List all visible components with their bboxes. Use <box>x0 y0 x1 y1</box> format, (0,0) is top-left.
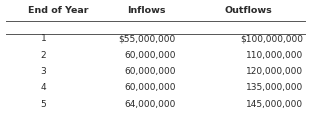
Text: $55,000,000: $55,000,000 <box>118 34 176 43</box>
Text: 64,000,000: 64,000,000 <box>124 100 176 109</box>
Text: 60,000,000: 60,000,000 <box>124 83 176 92</box>
Text: Outflows: Outflows <box>225 6 273 15</box>
Text: 110,000,000: 110,000,000 <box>246 51 303 60</box>
Text: 60,000,000: 60,000,000 <box>124 67 176 76</box>
Text: 145,000,000: 145,000,000 <box>246 100 303 109</box>
Text: 60,000,000: 60,000,000 <box>124 51 176 60</box>
Text: 1: 1 <box>41 34 46 43</box>
Text: 135,000,000: 135,000,000 <box>246 83 303 92</box>
Text: 2: 2 <box>41 51 46 60</box>
Text: 4: 4 <box>41 83 46 92</box>
Text: 5: 5 <box>41 100 46 109</box>
Text: Inflows: Inflows <box>127 6 165 15</box>
Text: End of Year: End of Year <box>28 6 89 15</box>
Text: 120,000,000: 120,000,000 <box>246 67 303 76</box>
Text: $100,000,000: $100,000,000 <box>240 34 303 43</box>
Text: 3: 3 <box>41 67 46 76</box>
